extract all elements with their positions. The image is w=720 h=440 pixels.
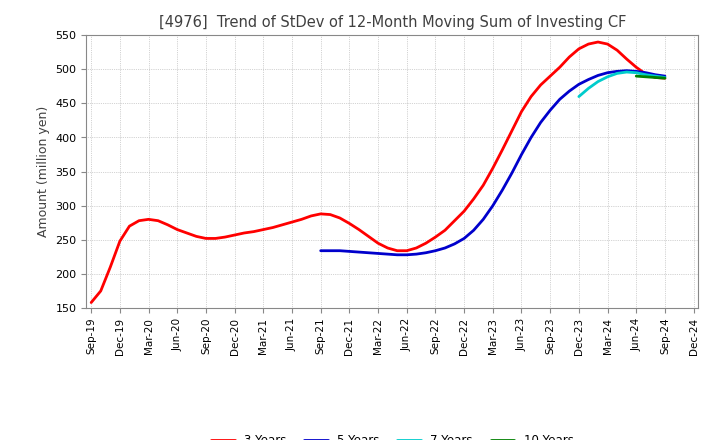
5 Years	[336, 248, 344, 253]
10 Years	[642, 74, 650, 80]
5 Years	[402, 252, 411, 257]
Y-axis label: Amount (million yen): Amount (million yen)	[37, 106, 50, 237]
5 Years	[527, 135, 536, 140]
5 Years	[469, 227, 478, 233]
10 Years	[661, 76, 670, 81]
10 Years	[632, 73, 641, 79]
Legend: 3 Years, 5 Years, 7 Years, 10 Years: 3 Years, 5 Years, 7 Years, 10 Years	[207, 430, 578, 440]
5 Years	[508, 170, 516, 176]
5 Years	[555, 97, 564, 102]
7 Years	[594, 79, 603, 84]
5 Years	[326, 248, 335, 253]
7 Years	[622, 70, 631, 75]
Line: 5 Years: 5 Years	[320, 71, 665, 255]
7 Years	[575, 94, 583, 99]
3 Years	[431, 235, 440, 240]
Title: [4976]  Trend of StDev of 12-Month Moving Sum of Investing CF: [4976] Trend of StDev of 12-Month Moving…	[158, 15, 626, 30]
5 Years	[488, 203, 497, 209]
5 Years	[431, 248, 440, 253]
3 Years	[661, 76, 670, 81]
Line: 3 Years: 3 Years	[91, 42, 665, 303]
5 Years	[364, 250, 373, 255]
5 Years	[622, 68, 631, 73]
7 Years	[632, 70, 641, 75]
5 Years	[642, 70, 650, 75]
Line: 7 Years: 7 Years	[579, 72, 665, 96]
3 Years	[594, 39, 603, 44]
5 Years	[651, 72, 660, 77]
7 Years	[642, 72, 650, 77]
5 Years	[441, 246, 449, 251]
7 Years	[613, 71, 621, 76]
5 Years	[565, 88, 574, 94]
3 Years	[584, 41, 593, 47]
5 Years	[383, 252, 392, 257]
5 Years	[393, 252, 402, 257]
3 Years	[393, 248, 402, 253]
5 Years	[479, 216, 487, 222]
Line: 10 Years: 10 Years	[636, 76, 665, 78]
3 Years	[87, 300, 96, 305]
10 Years	[651, 75, 660, 80]
5 Years	[460, 236, 469, 241]
3 Years	[202, 236, 210, 241]
5 Years	[584, 77, 593, 82]
5 Years	[421, 250, 430, 255]
5 Years	[498, 187, 507, 193]
5 Years	[374, 251, 382, 256]
7 Years	[651, 73, 660, 79]
5 Years	[546, 107, 554, 113]
5 Years	[345, 249, 354, 254]
5 Years	[517, 152, 526, 157]
7 Years	[661, 75, 670, 80]
5 Years	[450, 241, 459, 246]
5 Years	[594, 73, 603, 78]
5 Years	[412, 252, 420, 257]
7 Years	[603, 74, 612, 80]
5 Years	[603, 70, 612, 75]
5 Years	[536, 120, 545, 125]
5 Years	[632, 69, 641, 74]
5 Years	[661, 73, 670, 79]
3 Years	[221, 235, 230, 240]
3 Years	[288, 220, 297, 225]
5 Years	[613, 69, 621, 74]
5 Years	[575, 82, 583, 87]
5 Years	[355, 249, 364, 255]
7 Years	[584, 86, 593, 91]
5 Years	[316, 248, 325, 253]
